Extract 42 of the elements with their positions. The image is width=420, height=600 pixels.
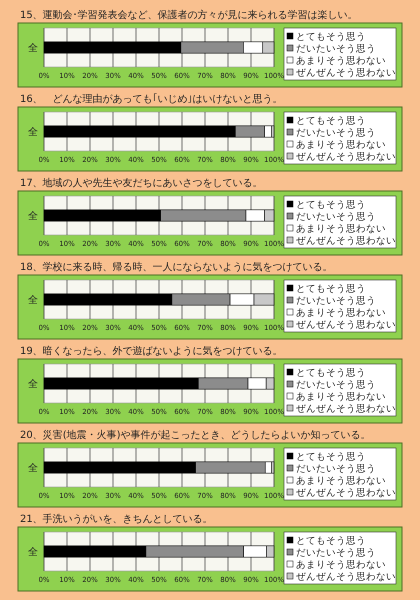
- legend-label: ぜんぜんそう思わない: [296, 488, 396, 498]
- legend-label: とてもそう思う: [296, 32, 366, 42]
- legend-label: だいたいそう思う: [296, 44, 376, 54]
- legend-label: あまりそう思わない: [296, 560, 386, 570]
- y-tick-label: 全: [28, 210, 38, 222]
- y-tick-label: 全: [28, 42, 38, 54]
- legend-label: ぜんぜんそう思わない: [296, 404, 396, 414]
- legend-label: あまりそう思わない: [296, 56, 386, 66]
- legend-label: とてもそう思う: [296, 200, 366, 210]
- legend-label: とてもそう思う: [296, 536, 366, 546]
- y-tick-label: 全: [28, 462, 38, 474]
- y-tick-label: 全: [28, 546, 38, 558]
- chart-title: 16、 どんな理由があっても｢いじめ｣はいけないと思う。: [20, 93, 283, 105]
- legend-label: あまりそう思わない: [296, 308, 386, 318]
- y-tick-label: 全: [28, 126, 38, 138]
- legend-label: あまりそう思わない: [296, 392, 386, 402]
- chart-title: 17、地域の人や先生や友だちにあいさつをしている。: [20, 177, 263, 189]
- chart-title: 18、学校に来る時、帰る時、一人にならないように気をつけている。: [20, 261, 333, 273]
- chart-title: 19、暗くなったら、外で遊ばないように気をつけている。: [20, 345, 283, 357]
- legend-label: だいたいそう思う: [296, 212, 376, 222]
- y-tick-label: 全: [28, 378, 38, 390]
- legend-label: ぜんぜんそう思わない: [296, 236, 396, 246]
- chart-title: 15、運動会･学習発表会など、保護者の方々が見に来られる学習は楽しい。: [20, 9, 358, 21]
- chart-title: 20、災害(地震・火事)や事件が起こったとき、どうしたらよいか知っている。: [20, 429, 371, 441]
- y-tick-label: 全: [28, 294, 38, 306]
- legend-label: とてもそう思う: [296, 116, 366, 126]
- legend-label: あまりそう思わない: [296, 140, 386, 150]
- legend-label: とてもそう思う: [296, 368, 366, 378]
- chart-title: 21、手洗いうがいを、きちんとしている。: [20, 513, 213, 525]
- legend-label: あまりそう思わない: [296, 476, 386, 486]
- legend-label: だいたいそう思う: [296, 548, 376, 558]
- legend-label: とてもそう思う: [296, 452, 366, 462]
- legend-label: だいたいそう思う: [296, 296, 376, 306]
- legend-label: だいたいそう思う: [296, 380, 376, 390]
- legend-label: ぜんぜんそう思わない: [296, 572, 396, 582]
- legend-label: だいたいそう思う: [296, 128, 376, 138]
- legend-label: だいたいそう思う: [296, 464, 376, 474]
- legend-label: ぜんぜんそう思わない: [296, 320, 396, 330]
- legend-label: とてもそう思う: [296, 284, 366, 294]
- legend-label: あまりそう思わない: [296, 224, 386, 234]
- legend-label: ぜんぜんそう思わない: [296, 68, 396, 78]
- legend-label: ぜんぜんそう思わない: [296, 152, 396, 162]
